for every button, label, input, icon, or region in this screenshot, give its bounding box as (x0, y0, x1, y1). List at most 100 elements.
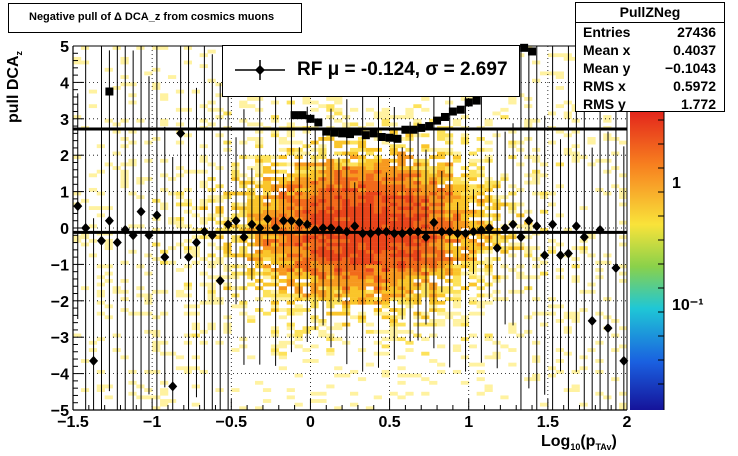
x-tick-label: −1 (143, 414, 161, 431)
heat-cell (405, 373, 414, 378)
heat-cell (175, 173, 185, 178)
heat-cell (508, 206, 517, 210)
heat-cell (270, 187, 280, 192)
heat-cell (255, 180, 264, 185)
heat-cell (539, 209, 549, 214)
y-tick-label: −4 (51, 367, 69, 384)
heat-cell (160, 351, 169, 356)
heat-cell (452, 253, 462, 258)
heat-cell (262, 253, 272, 258)
heat-cell (460, 271, 470, 276)
heat-cell (183, 311, 193, 316)
heat-cell (350, 278, 359, 283)
heat-cell (318, 264, 327, 269)
heat-cell (334, 326, 343, 331)
heat-cell (334, 151, 343, 156)
heat-cell (421, 293, 430, 298)
heat-cell (239, 209, 248, 214)
heat-cell (136, 180, 145, 185)
heat-cell (342, 286, 351, 291)
heat-cell (334, 100, 343, 105)
heat-cell (397, 311, 406, 316)
heat-cell (326, 278, 335, 283)
heat-cell (484, 118, 493, 123)
heat-cell (183, 366, 193, 371)
heat-cell (397, 177, 406, 181)
heat-cell (310, 260, 319, 265)
heat-cell (484, 260, 493, 265)
heat-cell (318, 166, 327, 170)
heat-cell (286, 311, 295, 316)
mean-point (516, 232, 526, 243)
heat-cell (270, 100, 280, 105)
heat-cell (444, 177, 454, 181)
heat-cell (571, 311, 580, 316)
heat-cell (278, 213, 287, 218)
heat-cell (310, 238, 319, 243)
heat-cell (350, 260, 359, 265)
heat-cell (128, 380, 137, 385)
colorbar: 110⁻¹ (630, 111, 704, 410)
heat-cell (278, 177, 287, 181)
heat-cell (437, 293, 446, 298)
heat-cell (247, 198, 256, 203)
heat-cell (492, 111, 501, 116)
heat-cell (199, 206, 208, 210)
heat-cell (96, 144, 105, 149)
heat-cell (611, 184, 620, 189)
heat-cell (80, 235, 90, 240)
heat-cell (286, 278, 295, 283)
heat-cell (334, 275, 343, 280)
heat-cell (381, 304, 390, 309)
colorbar-gradient (630, 111, 664, 410)
heat-cell (357, 166, 367, 170)
heat-cell (334, 217, 343, 221)
heat-cell (207, 198, 216, 203)
heat-cell (183, 224, 193, 229)
heat-cell (397, 366, 406, 371)
heat-cell (152, 86, 161, 90)
heat-cell (563, 147, 572, 152)
heat-cell (484, 180, 493, 185)
heat-cell (183, 133, 193, 138)
heat-cell (444, 220, 454, 225)
heat-cell (413, 202, 422, 207)
heat-cell (334, 297, 343, 301)
heat-cell (342, 293, 351, 298)
heat-cell (167, 191, 177, 196)
mean-point (191, 237, 201, 248)
heat-cell (302, 238, 311, 243)
heat-cell (270, 289, 280, 294)
heat-cell (160, 206, 169, 210)
heat-cell (373, 260, 382, 265)
heatmap-cells (73, 46, 628, 411)
heat-cell (183, 169, 193, 174)
heat-cell (294, 151, 303, 156)
heat-cell (365, 362, 375, 367)
heat-cell (563, 151, 572, 156)
heat-cell (318, 209, 327, 214)
heat-cell (247, 180, 256, 185)
heat-cell (270, 195, 280, 200)
heat-cell (357, 348, 367, 352)
heat-cell (286, 260, 295, 265)
heat-cell (278, 202, 287, 207)
heat-cell (318, 391, 327, 396)
heat-cell (468, 268, 477, 272)
heat-cell (619, 235, 628, 240)
heat-cell (342, 202, 351, 207)
heat-cell (342, 217, 351, 221)
heat-cell (262, 257, 272, 261)
mean-point (302, 219, 312, 230)
heat-cell (207, 177, 216, 181)
mean-point (271, 223, 281, 233)
heat-cell (389, 177, 398, 181)
heat-cell (421, 391, 430, 396)
heat-cell (405, 264, 414, 269)
heat-cell (350, 275, 359, 280)
heat-cell (389, 151, 398, 156)
heat-cell (373, 278, 382, 283)
heat-cell (413, 133, 422, 138)
heat-cell (357, 249, 367, 254)
heat-cell (294, 293, 303, 298)
